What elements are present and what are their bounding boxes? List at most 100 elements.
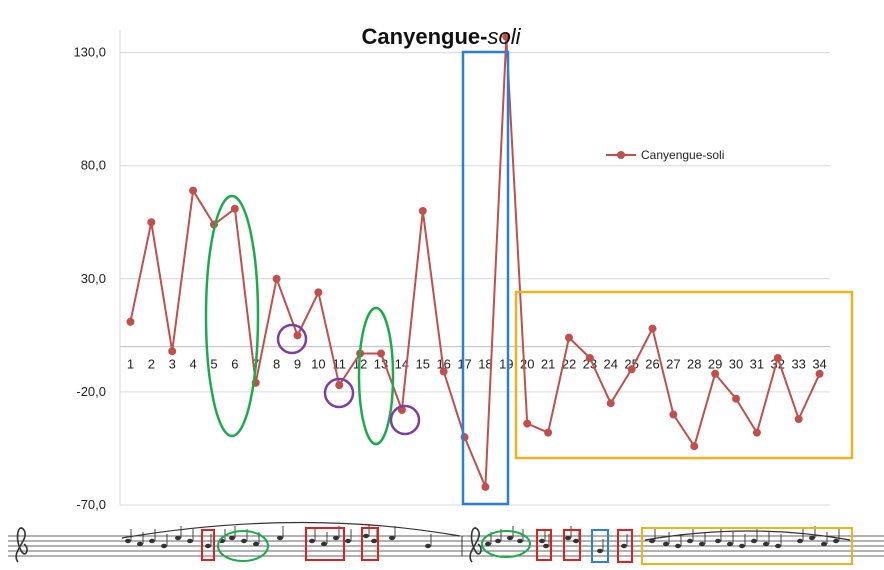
phrase-slur-1 [121, 521, 461, 539]
x-tick-label: 27 [666, 357, 680, 372]
note-head-icon [253, 541, 259, 547]
data-point [794, 415, 803, 424]
x-tick-label: 18 [478, 357, 492, 372]
note-head-icon [649, 538, 655, 544]
x-tick-label: 9 [294, 357, 301, 372]
note-head-icon [833, 538, 839, 544]
x-tick-label: 28 [687, 357, 701, 372]
note-head-icon [565, 535, 571, 541]
data-point [564, 333, 573, 342]
y-tick-label: 30,0 [81, 271, 106, 286]
data-point [669, 410, 678, 419]
data-point [126, 317, 135, 326]
note-head-icon [507, 535, 513, 541]
note-head-icon [517, 538, 523, 544]
red-box-1 [201, 529, 215, 561]
y-tick-label: -70,0 [76, 497, 106, 512]
note-head-icon [309, 538, 315, 544]
note-head-icon [363, 533, 369, 539]
purple-circle-1 [276, 323, 308, 355]
red-box-2 [305, 527, 345, 561]
data-point [377, 349, 386, 358]
note-head-icon [229, 535, 235, 541]
legend-entry: Canyengue-soli [641, 148, 724, 162]
note-head-icon [495, 538, 501, 544]
x-tick-label: 15 [416, 357, 430, 372]
green-ellipse-1 [204, 194, 260, 438]
note-head-icon [187, 538, 193, 544]
note-head-icon [277, 535, 283, 541]
note-head-icon [389, 535, 395, 541]
note-head-icon [699, 541, 705, 547]
data-point [230, 204, 239, 213]
note-head-icon [149, 538, 155, 544]
x-tick-label: 1 [127, 357, 134, 372]
data-point [627, 365, 636, 374]
annotations [204, 50, 854, 506]
x-tick-label: 31 [750, 357, 764, 372]
orange-box-score [641, 527, 853, 565]
note-heads [125, 524, 840, 554]
note-head-icon [573, 538, 579, 544]
red-box-3 [361, 527, 379, 561]
note-head-icon [797, 538, 803, 544]
data-point [648, 324, 657, 333]
note-head-icon [621, 543, 627, 549]
note-head-icon [809, 535, 815, 541]
legend-marker-icon [617, 151, 625, 159]
note-head-icon [371, 538, 377, 544]
red-box-6 [617, 529, 633, 563]
x-tick-label: 3 [169, 357, 176, 372]
phrase-slur-2 [644, 530, 851, 541]
note-head-icon [687, 538, 693, 544]
data-point [293, 331, 302, 340]
data-point [502, 32, 511, 41]
data-point [418, 206, 427, 215]
x-tick-label: 33 [791, 357, 805, 372]
note-head-icon [333, 535, 339, 541]
note-head-icon [821, 541, 827, 547]
x-tick-label: 6 [231, 357, 238, 372]
x-tick-label: 29 [708, 357, 722, 372]
green-ellipse-score-2 [481, 530, 531, 558]
note-head-icon [241, 538, 247, 544]
x-tick-label: 5 [210, 357, 217, 372]
purple-circle-3 [389, 404, 421, 436]
chart-title: Canyengue-soli [362, 24, 522, 49]
data-point [189, 186, 198, 195]
data-point [523, 419, 532, 428]
y-tick-label: -20,0 [76, 384, 106, 399]
x-tick-label: 13 [374, 357, 388, 372]
data-point [335, 381, 344, 390]
data-point [147, 218, 156, 227]
x-tick-label: 10 [311, 357, 325, 372]
data-point [711, 369, 720, 378]
purple-circle-2 [323, 377, 355, 409]
x-tick-labels: 1 2 3 4 5 6 7 8 9 10 11 12 13 14 15 16 17 18 19 20 21 22 23 24 2… [127, 357, 827, 372]
blue-box-score [591, 529, 609, 563]
note-head-icon [597, 548, 603, 554]
data-point [815, 369, 824, 378]
red-box-5 [563, 529, 581, 561]
data-point [585, 353, 594, 362]
note-head-icon [345, 538, 351, 544]
treble-clef-icon [15, 527, 28, 563]
legend: Canyengue-soli [606, 148, 724, 162]
note-head-icon [125, 538, 131, 544]
data-point [752, 428, 761, 437]
series-line-canyengue-soli [129, 36, 821, 488]
data-point [773, 353, 782, 362]
x-tick-label: 20 [520, 357, 534, 372]
data-points [126, 32, 824, 491]
note-head-icon [751, 538, 757, 544]
x-tick-label: 30 [729, 357, 743, 372]
data-point [314, 288, 323, 297]
data-point [272, 274, 281, 283]
note-head-icon [663, 541, 669, 547]
note-head-icon [161, 543, 167, 549]
x-tick-label: 19 [499, 357, 513, 372]
x-tick-label: 26 [645, 357, 659, 372]
red-box-4 [536, 529, 552, 561]
note-head-icon [739, 543, 745, 549]
